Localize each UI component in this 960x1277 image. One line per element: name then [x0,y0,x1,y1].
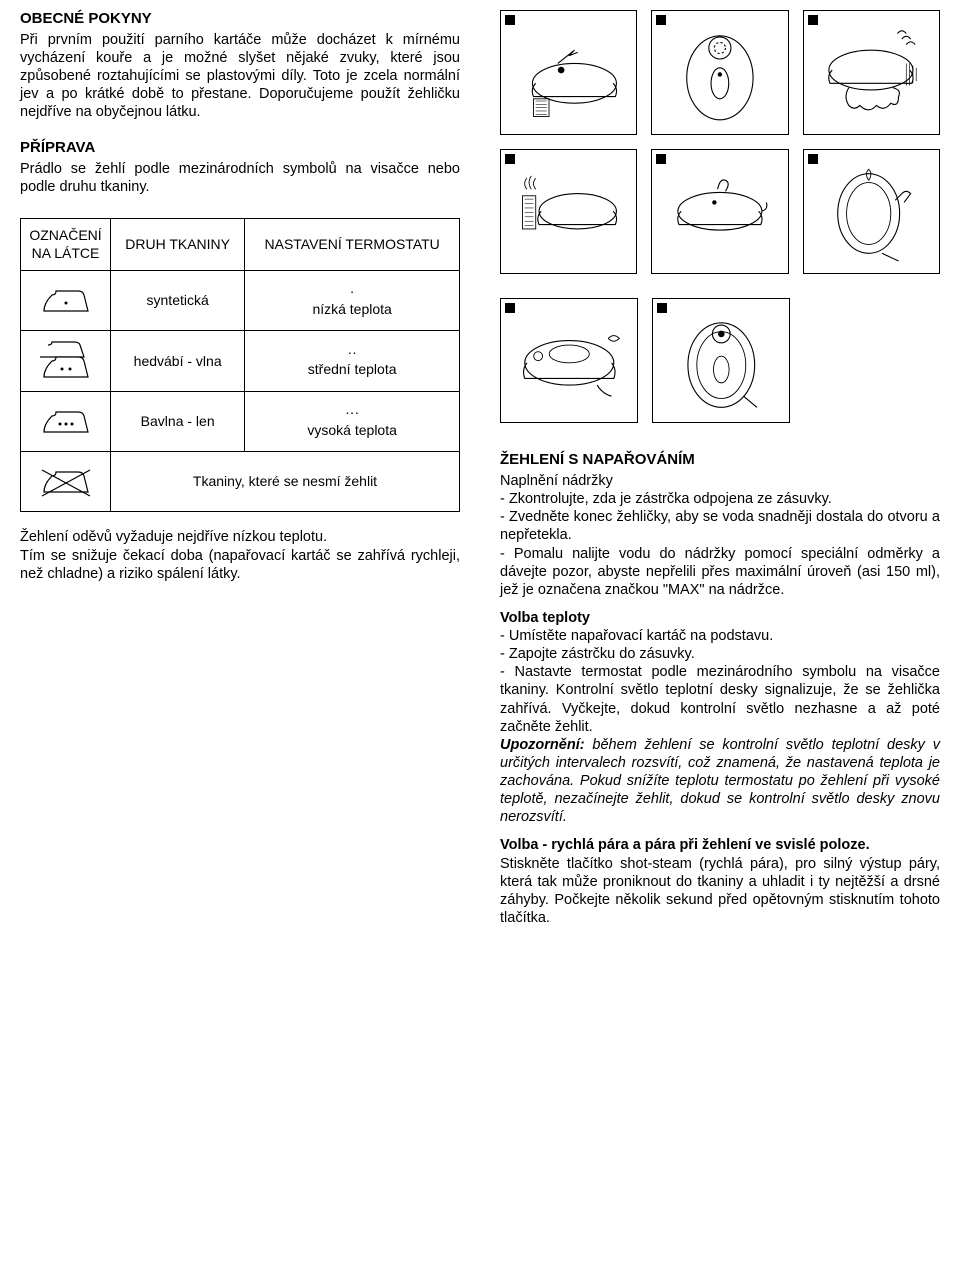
iron-icon-noiron [21,452,111,512]
th-label: OZNAČENÍ NA LÁTCE [21,219,111,271]
iron-icon-3dot [21,392,111,452]
cell-low: · nízká teplota [245,271,460,331]
text-temp-a: - Umístěte napařovací kartáč na podstavu… [500,627,940,645]
cell-silk-wool: hedvábí - vlna [111,331,245,392]
warn-label: Upozornění: [500,737,585,753]
text-temp-b: - Zapojte zástrčku do zásuvky. [500,645,940,663]
iron-icon-2dot [21,331,111,392]
th-fabric: DRUH TKANINY [111,219,245,271]
cell-medium: ·· střední teplota [245,331,460,392]
sub-fill: Naplnění nádržky [500,472,940,490]
iron-icon-1dot [21,271,111,331]
diagram-grid-top [500,10,940,274]
text-lowtemp: Žehlení oděvů vyžaduje nejdříve nízkou t… [20,528,460,546]
heading-preparation: PŘÍPRAVA [20,139,460,158]
fabric-table: OZNAČENÍ NA LÁTCE DRUH TKANINY NASTAVENÍ… [20,218,460,512]
cell-high: ··· vysoká teplota [245,392,460,452]
text-shot: Stiskněte tlačítko shot-steam (rychlá pá… [500,855,940,928]
cell-cotton-linen: Bavlna - len [111,392,245,452]
text-temp-c: - Nastavte termostat podle mezinárodního… [500,663,940,736]
cell-synthetic: syntetická [111,271,245,331]
th-thermo: NASTAVENÍ TERMOSTATU [245,219,460,271]
text-general: Při prvním použití parního kartáče může … [20,31,460,122]
text-temp-warning: Upozornění: během žehlení se kontrolní s… [500,736,940,827]
sub-shot: Volba - rychlá pára a pára při žehlení v… [500,836,940,854]
diagram-4 [500,149,637,274]
text-waittime: Tím se snižuje čekací doba (napařovací k… [20,547,460,583]
diagram-6 [803,149,940,274]
text-fill-a: - Zkontrolujte, zda je zástrčka odpojena… [500,490,940,508]
diagram-7 [500,298,638,424]
text-preparation: Prádlo se žehlí podle mezinárodních symb… [20,160,460,196]
diagram-1 [500,10,637,135]
diagram-grid-bottom [500,298,790,424]
sub-temp: Volba teploty [500,609,940,627]
text-fill-b: - Zvedněte konec žehličky, aby se voda s… [500,508,940,544]
diagram-8 [652,298,790,424]
diagram-5 [651,149,788,274]
text-fill-c: - Pomalu nalijte vodu do nádržky pomocí … [500,545,940,599]
heading-steam: ŽEHLENÍ S NAPAŘOVÁNÍM [500,451,940,470]
cell-no-iron: Tkaniny, které se nesmí žehlit [111,452,460,512]
heading-general: OBECNÉ POKYNY [20,10,460,29]
diagram-2 [651,10,788,135]
diagram-3 [803,10,940,135]
